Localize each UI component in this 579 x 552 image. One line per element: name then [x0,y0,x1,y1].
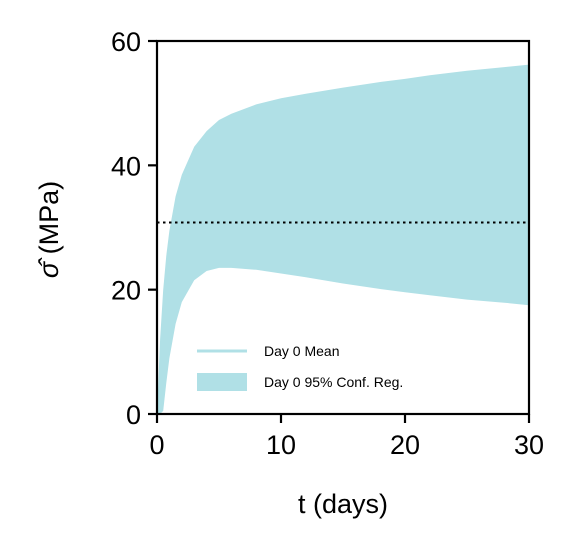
y-axis-label-unit: (MPa) [34,181,64,262]
x-axis-ticks: 0 10 20 30 [149,414,544,460]
y-axis-label: σ̂ (MPa) [34,181,64,278]
x-tick-label: 0 [149,430,164,460]
legend-label: Day 0 95% Conf. Reg. [264,374,403,390]
y-axis-ticks: 0 20 40 60 [111,27,157,430]
y-axis-label-symbol: σ̂ [34,257,64,278]
legend: Day 0 Mean Day 0 95% Conf. Reg. [197,343,403,391]
legend-swatch-band [197,373,247,391]
y-tick-label: 0 [126,400,141,430]
x-tick-label: 10 [266,430,296,460]
x-tick-label: 20 [390,430,420,460]
x-tick-label: 30 [514,430,544,460]
x-axis-label: t (days) [298,489,388,519]
y-tick-label: 60 [111,27,141,57]
plot-area [157,64,529,414]
y-tick-label: 20 [111,276,141,306]
y-tick-label: 40 [111,151,141,181]
legend-label: Day 0 Mean [264,343,339,359]
confidence-band [157,64,529,414]
axes [155,39,531,416]
plot-frame [155,39,531,416]
